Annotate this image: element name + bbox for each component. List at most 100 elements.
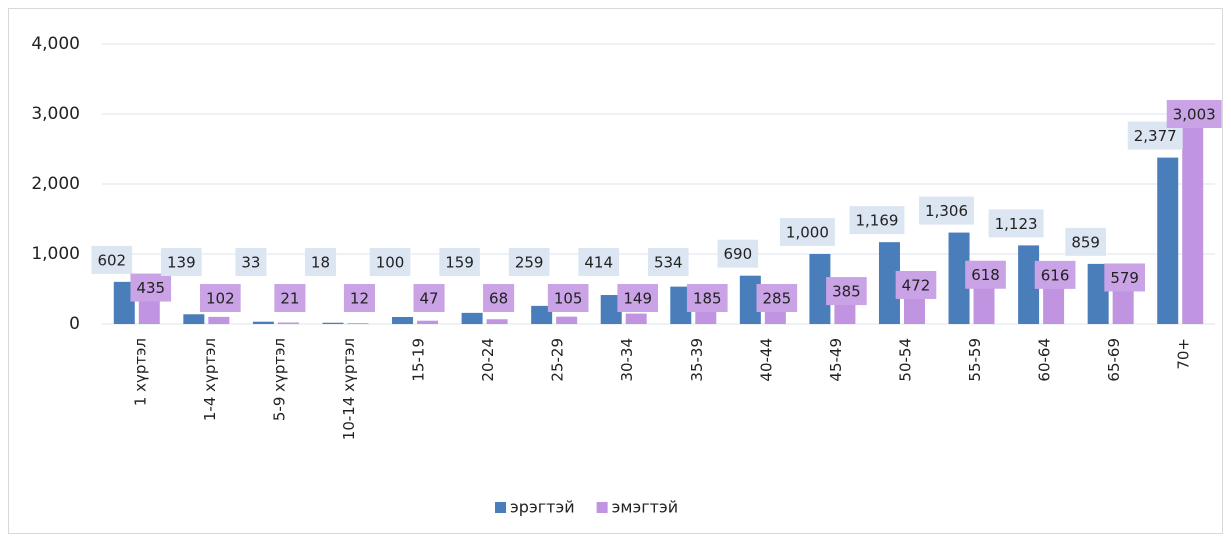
bar [878,242,900,324]
data-label: 185 [693,290,722,308]
x-tick-label: 40-44 [757,338,775,382]
data-label-box [717,239,759,268]
data-label-box [439,248,480,276]
data-label-box [965,260,1006,289]
bar [1182,113,1204,324]
data-label: 385 [832,283,861,301]
data-label-box [779,218,835,246]
legend-label: эмэгтэй [612,498,679,517]
bar [695,311,717,324]
data-label: 102 [206,290,235,308]
bar [1112,283,1134,324]
data-label-box [343,284,376,312]
x-tick-label: 55-59 [966,338,984,382]
bar [208,316,230,324]
data-label: 1,169 [855,212,898,230]
data-label-box [895,270,937,299]
bar [1018,245,1040,324]
data-label: 1,000 [786,224,829,242]
data-label: 1,306 [925,202,968,220]
data-label-box [1166,100,1222,128]
data-label: 579 [1110,269,1139,287]
data-label: 18 [311,254,330,272]
data-label: 602 [97,251,126,269]
y-tick-label: 1,000 [31,244,80,264]
data-label-box [274,284,306,312]
x-tick-label: 5-9 хүртэл [270,338,288,421]
legend-swatch [495,502,506,513]
data-label: 859 [1071,233,1100,251]
bar [948,232,970,324]
x-tick-label: 30-34 [618,338,636,382]
data-label: 1,123 [995,215,1038,233]
bar [486,319,508,324]
data-label: 616 [1041,266,1070,284]
x-tick-label: 10-14 хүртэл [340,338,358,440]
x-tick-label: 25-29 [549,338,567,382]
data-label-box [161,248,202,276]
data-label: 259 [515,254,544,272]
data-label: 33 [241,254,260,272]
data-label: 139 [167,254,196,272]
data-label-box [1104,263,1145,292]
data-label-box [130,273,172,302]
bar [531,305,553,324]
data-label-box [919,196,975,225]
data-label: 2,377 [1134,127,1177,145]
data-label-box [578,248,620,276]
data-label: 435 [136,279,165,297]
data-label: 472 [902,276,931,294]
data-label: 12 [350,290,369,308]
bar [973,280,995,324]
data-label: 68 [489,290,508,308]
y-tick-label: 2,000 [31,174,80,194]
data-label-box [826,277,867,306]
bar [625,313,647,324]
bar [739,275,761,324]
x-tick-label: 45-49 [827,338,845,382]
data-label-box [304,248,337,276]
bar [417,320,439,324]
x-tick-label: 60-64 [1036,338,1054,382]
x-tick-label: 1 хүртэл [131,338,149,406]
bar [1087,263,1109,324]
data-label-box [413,284,445,312]
bar [903,290,925,324]
data-label-box [547,284,589,312]
bar [183,314,205,324]
data-label: 105 [554,290,583,308]
data-label: 159 [445,254,474,272]
data-label-box [91,245,133,274]
data-label: 47 [419,290,438,308]
data-label-box [1065,227,1106,256]
data-label: 618 [971,266,1000,284]
bar [1157,157,1179,324]
data-label: 149 [623,290,652,308]
bar [252,321,274,324]
data-label: 21 [280,290,299,308]
x-tick-label: 65-69 [1105,338,1123,382]
x-tick-label: 70+ [1175,338,1193,370]
data-label: 3,003 [1173,106,1216,124]
data-label: 414 [584,254,613,272]
data-label-box [483,284,515,312]
bar [392,317,414,324]
data-label-box [235,248,267,276]
x-tick-label: 1-4 хүртэл [201,338,219,421]
bar [1043,280,1065,324]
bar [347,323,369,324]
y-tick-label: 0 [69,314,80,334]
bar [809,254,831,324]
bar [113,281,135,324]
bar [670,286,692,324]
legend-label: эрэгтэй [510,498,575,517]
data-label: 100 [376,254,405,272]
x-tick-label: 15-19 [410,338,428,382]
data-label-box [647,248,689,276]
bar [322,322,344,324]
data-label-box [508,248,550,276]
data-label-box [200,284,241,312]
data-label-box [686,284,728,312]
bar [461,312,483,324]
